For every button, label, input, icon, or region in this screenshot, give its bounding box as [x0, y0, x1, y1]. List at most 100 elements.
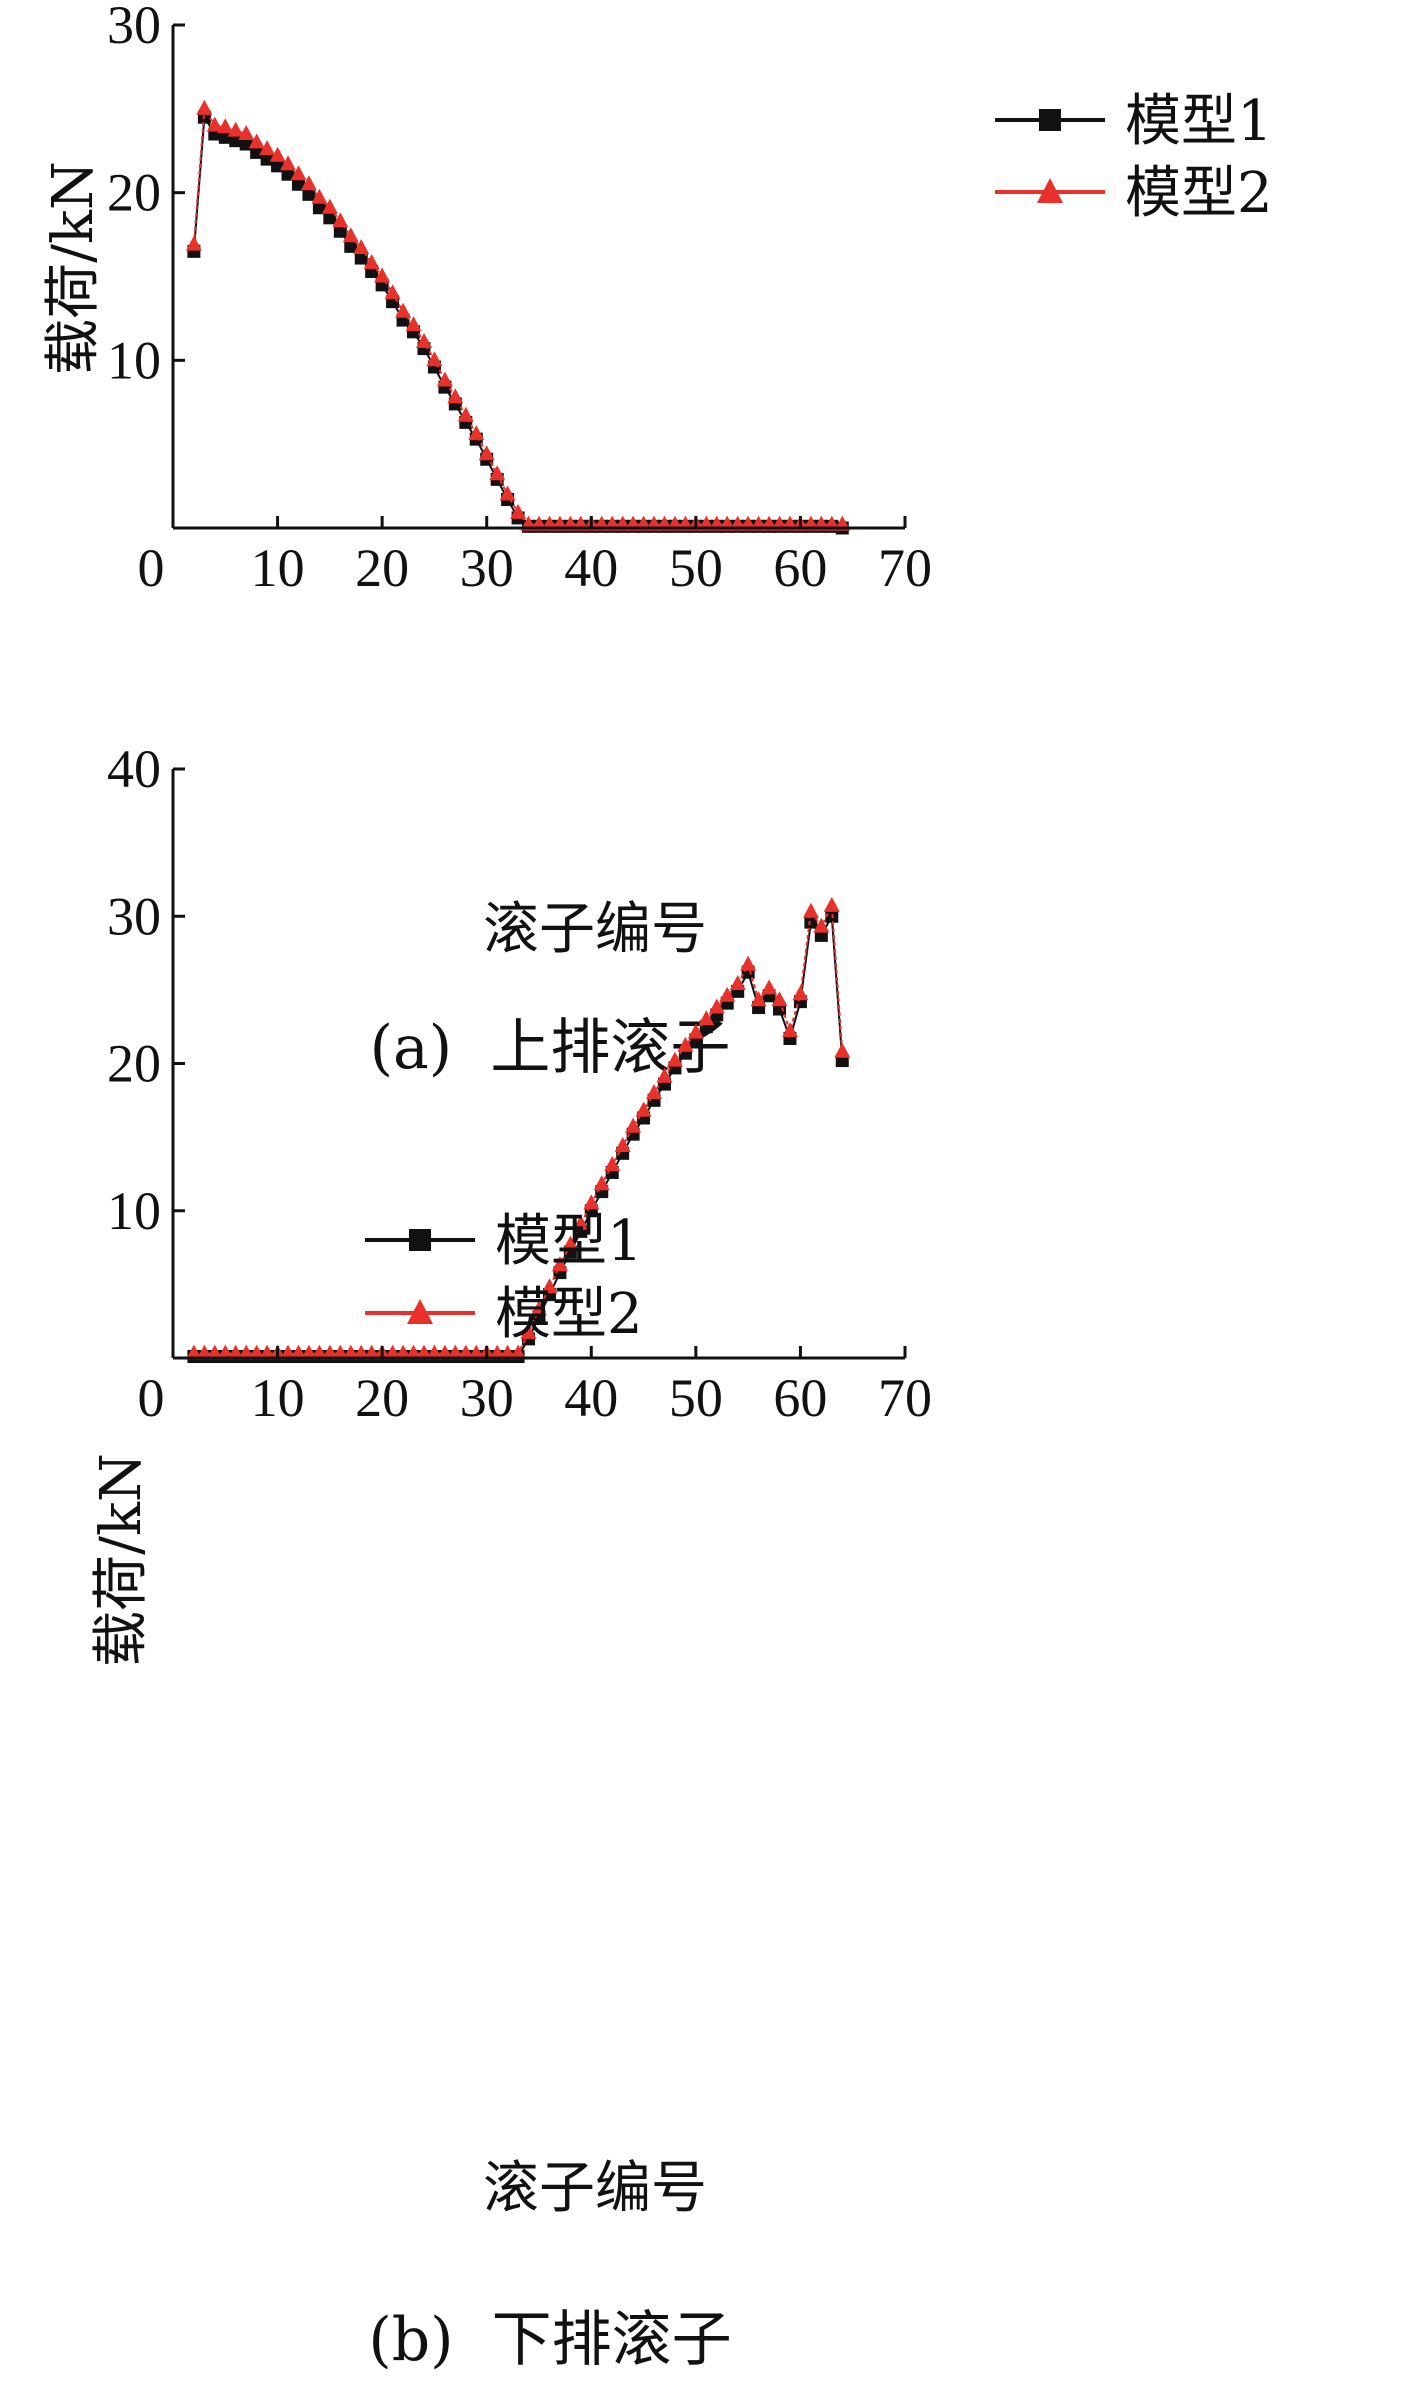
chart-b-point-model2: [196, 1344, 213, 1360]
chart-a-x-tick-label: 40: [564, 538, 618, 598]
chart-a-point-model2: [457, 406, 474, 422]
chart-b-x-axis-title: 滚子编号: [483, 2156, 707, 2221]
chart-b-point-model2: [562, 1235, 579, 1251]
chart-a-point-model2: [227, 121, 244, 137]
chart-b-point-model2: [792, 985, 809, 1001]
chart-a-point-model2: [280, 155, 296, 171]
chart-b-legend-label-model1: 模型1: [495, 1209, 643, 1274]
chart-a-axes: [171, 23, 907, 530]
chart-b-y-tick-label: 20: [107, 1034, 161, 1094]
chart-a-point-model2: [426, 351, 443, 367]
chart-a-point-model1: [344, 239, 358, 253]
chart-a-legend-label-model2: 模型2: [1125, 161, 1273, 226]
chart-b-point-model2: [311, 1344, 328, 1360]
chart-b-point-model2: [405, 1344, 422, 1360]
chart-a-point-model2: [499, 485, 516, 501]
chart-b-x-tick-label: 40: [564, 1368, 618, 1428]
chart-a-point-model2: [259, 140, 276, 156]
chart-a-point-model2: [238, 125, 255, 140]
chart-a-legend-marker-model1: [1039, 109, 1061, 131]
chart-b-point-model2: [666, 1051, 683, 1067]
chart-b-point-model1: [804, 915, 818, 929]
chart-b-point-model2: [468, 1344, 485, 1360]
chart-a-point-model2: [384, 284, 401, 300]
chart-b-point-model2: [593, 1175, 610, 1191]
chart-b-point-model2: [426, 1344, 443, 1360]
chart-a-point-model1: [323, 211, 337, 225]
chart-a-point-model2: [405, 316, 422, 332]
chart-a-point-model2: [217, 118, 234, 134]
chart-b-point-model2: [625, 1117, 642, 1133]
chart-b-point-model2: [719, 986, 736, 1002]
chart-b-point-model2: [656, 1067, 673, 1083]
chart-a-point-model1: [218, 130, 232, 144]
chart-a-legend-marker-model2: [1037, 178, 1063, 203]
chart-a-point-model2: [353, 239, 370, 254]
chart-a-point-model2: [489, 465, 506, 481]
chart-b-point-model2: [457, 1344, 474, 1360]
chart-b-point-model2: [227, 1344, 244, 1360]
chart-b-point-model2: [531, 1300, 547, 1316]
chart-b-point-model2: [248, 1344, 265, 1360]
chart-a-x-tick-label: 30: [460, 538, 514, 598]
chart-b-point-model2: [384, 1344, 401, 1360]
chart-a-y-tick-label: 30: [107, 0, 161, 55]
chart-b-point-model2: [572, 1215, 589, 1230]
chart-b-point-model2: [677, 1036, 694, 1052]
chart-b-point-model2: [185, 1344, 202, 1360]
chart-a-point-model1: [333, 224, 347, 238]
chart-b-x-tick-label: 50: [669, 1368, 723, 1428]
chart-b: 0 10 20 30 40 50 60 70 10 20 30 40 载荷/kN 滚子编号 (b) 下…: [89, 739, 932, 2375]
chart-a-point-model2: [510, 503, 527, 519]
chart-b-point-model2: [489, 1344, 506, 1360]
chart-b-point-model2: [342, 1344, 359, 1360]
chart-a-legend-label-model1: 模型1: [1125, 89, 1273, 154]
chart-a-point-model2: [185, 235, 202, 251]
chart-a-point-model1: [354, 251, 368, 265]
chart-b-point-model2: [782, 1022, 798, 1038]
chart-a-x-tick-label: 10: [251, 538, 305, 598]
chart-b-x-tick-label: 0: [138, 1368, 165, 1428]
chart-b-point-model2: [217, 1344, 234, 1360]
chart-b-point-model2: [646, 1084, 662, 1099]
chart-b-y-tick-label: 30: [107, 886, 161, 946]
chart-b-y-tick-label: 40: [107, 739, 161, 799]
chart-b-point-model2: [750, 991, 767, 1007]
chart-b-point-model2: [206, 1344, 223, 1360]
chart-b-point-model2: [729, 975, 746, 990]
chart-b-legend-marker-model1: [409, 1229, 431, 1251]
chart-b-point-model2: [740, 955, 757, 971]
chart-a-point-model2: [311, 188, 328, 204]
chart-b-point-model2: [353, 1344, 370, 1360]
chart-b-point-model2: [614, 1137, 631, 1152]
chart-a-x-tick-label: 20: [355, 538, 409, 598]
chart-a-point-model2: [342, 227, 359, 243]
chart-a-point-model2: [416, 332, 432, 348]
chart-b-point-model2: [541, 1278, 558, 1294]
chart-b-point-model2: [761, 979, 778, 995]
chart-a-point-model2: [321, 198, 338, 214]
chart-a-point-model1: [260, 152, 274, 166]
chart-b-point-model2: [395, 1344, 412, 1360]
chart-a-point-model2: [395, 302, 412, 318]
chart-a-point-model2: [478, 445, 495, 461]
chart-a-y-tick-label: 20: [107, 163, 161, 223]
chart-b-point-model2: [834, 1042, 851, 1058]
chart-b-x-tick-label: 60: [773, 1368, 827, 1428]
chart-a-y-axis-title: 载荷/kN: [41, 161, 106, 375]
chart-b-point-model2: [802, 902, 819, 918]
chart-b-point-model2: [300, 1344, 317, 1360]
chart-b-legend-label-model2: 模型2: [495, 1282, 643, 1347]
chart-b-point-model2: [687, 1023, 704, 1039]
chart-a-point-model2: [300, 175, 317, 191]
chart-a-point-model1: [312, 201, 326, 215]
chart-b-point-model2: [813, 917, 830, 933]
chart-a-point-model2: [196, 99, 213, 115]
chart-a-point-model1: [302, 187, 316, 201]
chart-b-legend-marker-model2: [407, 1299, 433, 1324]
chart-b-point-model2: [635, 1101, 652, 1117]
chart-a-point-model1: [281, 167, 295, 181]
chart-a-point-model2: [468, 425, 485, 441]
chart-a-marks: [185, 99, 851, 535]
